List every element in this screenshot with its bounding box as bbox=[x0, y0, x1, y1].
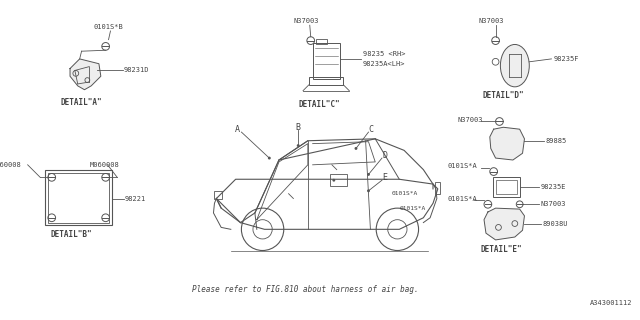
Text: 98231D: 98231D bbox=[124, 68, 150, 74]
Bar bbox=[435, 182, 440, 194]
Ellipse shape bbox=[500, 44, 529, 87]
Text: 0101S*A: 0101S*A bbox=[399, 206, 426, 211]
Circle shape bbox=[332, 179, 335, 182]
Text: A: A bbox=[235, 125, 240, 134]
Text: C: C bbox=[368, 125, 373, 134]
Bar bbox=[308, 77, 344, 85]
Text: 98235E: 98235E bbox=[541, 184, 566, 190]
Text: 0101S*A: 0101S*A bbox=[447, 196, 477, 202]
Text: DETAIL"A": DETAIL"A" bbox=[60, 98, 102, 107]
Text: 0101S*A: 0101S*A bbox=[447, 163, 477, 169]
Text: 0101S*B: 0101S*B bbox=[93, 24, 123, 30]
Text: DETAIL"B": DETAIL"B" bbox=[51, 230, 92, 239]
Text: B: B bbox=[296, 123, 301, 132]
Polygon shape bbox=[484, 208, 524, 240]
Polygon shape bbox=[490, 127, 524, 160]
Text: A343001112: A343001112 bbox=[590, 300, 632, 306]
Bar bbox=[214, 191, 222, 198]
Text: 98235A<LH>: 98235A<LH> bbox=[363, 61, 405, 67]
Bar bbox=[316, 39, 327, 44]
Circle shape bbox=[367, 173, 370, 176]
Text: 98235 <RH>: 98235 <RH> bbox=[363, 51, 405, 57]
Text: M060008: M060008 bbox=[0, 162, 22, 168]
Text: Please refer to FIG.810 about harness of air bag.: Please refer to FIG.810 about harness of… bbox=[192, 285, 419, 294]
Text: 98235F: 98235F bbox=[554, 56, 579, 62]
Text: M060008: M060008 bbox=[90, 162, 120, 168]
Bar bbox=[313, 43, 340, 79]
Text: 98221: 98221 bbox=[125, 196, 146, 202]
Text: N37003: N37003 bbox=[478, 18, 504, 24]
Circle shape bbox=[367, 189, 370, 192]
Text: DETAIL"E": DETAIL"E" bbox=[480, 245, 522, 254]
Text: DETAIL"C": DETAIL"C" bbox=[298, 100, 340, 109]
Bar bbox=[48, 172, 109, 223]
Polygon shape bbox=[70, 59, 101, 90]
Text: N37003: N37003 bbox=[293, 18, 319, 24]
Bar bbox=[330, 174, 348, 186]
Circle shape bbox=[297, 144, 300, 147]
Text: 89038U: 89038U bbox=[543, 220, 568, 227]
Text: D: D bbox=[382, 151, 387, 160]
Text: E: E bbox=[382, 173, 387, 182]
Bar bbox=[495, 180, 516, 194]
Text: 89885: 89885 bbox=[546, 138, 567, 144]
Bar bbox=[45, 170, 113, 226]
Circle shape bbox=[355, 147, 357, 150]
Text: 0101S*A: 0101S*A bbox=[392, 191, 418, 196]
Bar bbox=[493, 177, 520, 196]
Text: N37003: N37003 bbox=[541, 201, 566, 207]
Text: N37003: N37003 bbox=[457, 116, 483, 123]
Circle shape bbox=[268, 156, 271, 159]
Text: DETAIL"D": DETAIL"D" bbox=[482, 91, 524, 100]
